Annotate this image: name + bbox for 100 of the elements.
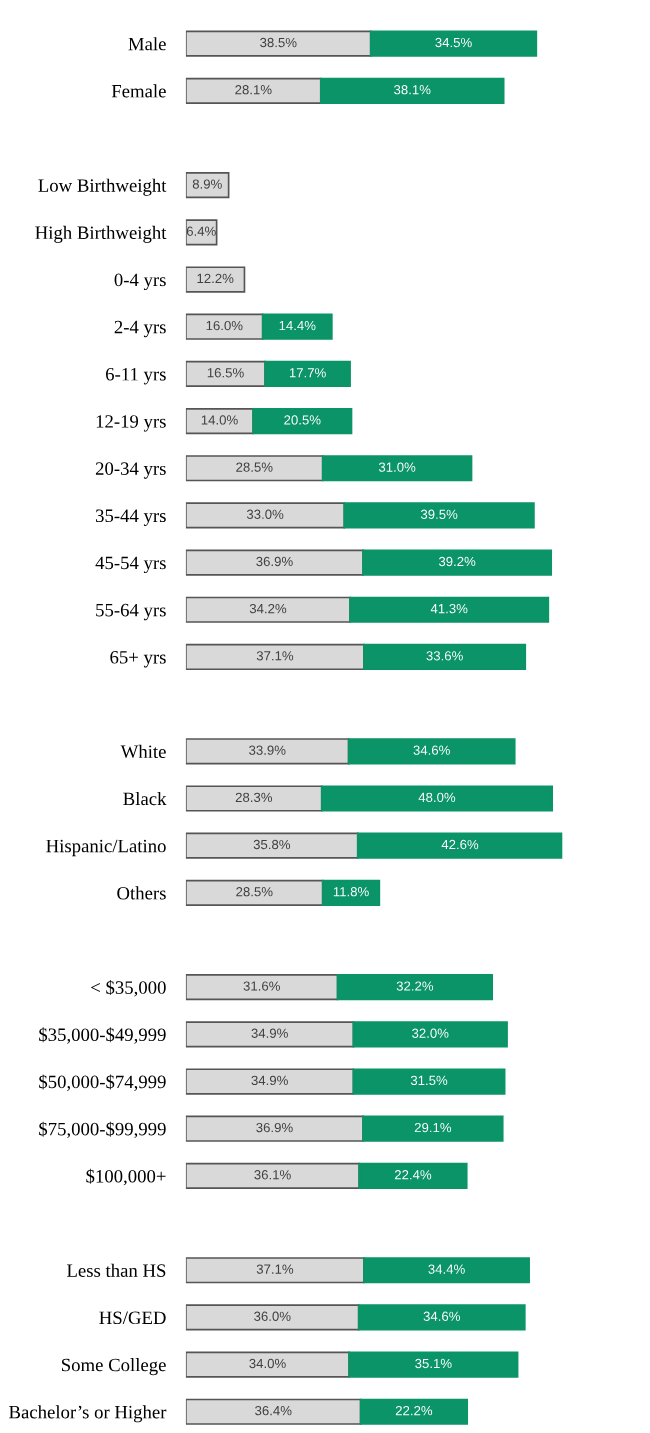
bar: [362, 1115, 504, 1142]
bar: [185, 974, 339, 1001]
data-label: 33.0%: [246, 509, 284, 519]
y-tick-label: 6-11 yrs: [105, 367, 166, 385]
data-label: 6.4%: [186, 226, 216, 236]
data-label: 34.9%: [251, 1075, 288, 1086]
data-label: 28.5%: [236, 887, 273, 897]
data-label: 32.0%: [412, 1028, 449, 1038]
data-label: 35.8%: [253, 839, 291, 850]
data-label: 12.2%: [197, 273, 234, 284]
bar: [185, 455, 324, 482]
data-label: 31.0%: [378, 462, 416, 472]
y-tick-label: Low Birthweight: [38, 178, 167, 196]
y-tick-label: 45-54 yrs: [95, 556, 166, 574]
y-tick-label: 2-4 yrs: [114, 320, 166, 338]
bar: [363, 643, 527, 671]
bar: [252, 407, 353, 435]
y-tick-label: White: [120, 744, 166, 759]
data-label: 33.6%: [426, 651, 463, 661]
bar: [185, 643, 365, 671]
bar: [185, 502, 346, 529]
data-label: 34.0%: [249, 1358, 286, 1369]
data-label: 14.4%: [279, 320, 316, 331]
bar: [185, 596, 351, 623]
y-tick-label: Less than HS: [67, 1263, 166, 1277]
bar: [320, 785, 554, 812]
data-label: 20.5%: [284, 415, 321, 425]
y-tick-label: Bachelor’s or Higher: [9, 1405, 167, 1423]
data-label: 14.0%: [201, 415, 238, 425]
data-label: 36.0%: [254, 1311, 291, 1321]
y-tick-label: HS/GED: [99, 1311, 166, 1325]
data-label: 32.2%: [396, 981, 434, 991]
data-label: 39.2%: [438, 556, 476, 567]
data-label: 34.6%: [413, 745, 450, 755]
data-label: 36.9%: [256, 556, 293, 567]
y-tick-label: 65+ yrs: [110, 651, 166, 668]
bar: [185, 1162, 361, 1189]
bar: [185, 266, 246, 293]
data-label: 22.2%: [395, 1405, 433, 1416]
data-label: 28.3%: [235, 792, 273, 803]
bar: [185, 1304, 360, 1331]
bar: [185, 360, 266, 387]
bar: [185, 30, 372, 57]
bar: [352, 1021, 508, 1048]
data-label: 42.6%: [441, 839, 479, 850]
y-tick-label: Some College: [61, 1358, 166, 1376]
bar: [185, 879, 324, 906]
data-label: 37.1%: [256, 1264, 294, 1274]
y-tick-label: $50,000-$74,999: [39, 1074, 166, 1091]
bar: [264, 360, 351, 387]
bar: [359, 1398, 469, 1425]
bar: [185, 1068, 355, 1095]
data-label: 22.4%: [394, 1170, 432, 1180]
bar: [343, 502, 535, 529]
bar: [321, 879, 381, 906]
data-label: 34.5%: [435, 37, 472, 48]
bar: [185, 1115, 364, 1142]
data-label: 33.9%: [249, 745, 286, 755]
data-label: 28.1%: [235, 85, 272, 95]
data-label: 34.6%: [423, 1311, 460, 1321]
bar: [185, 1021, 355, 1048]
data-label: 34.2%: [249, 603, 287, 614]
bar: [349, 596, 550, 623]
y-tick-label: Hispanic/Latino: [46, 839, 166, 857]
bar: [358, 1162, 468, 1189]
y-tick-label: 0-4 yrs: [114, 273, 166, 291]
bar: [185, 832, 359, 859]
data-label: 29.1%: [414, 1122, 452, 1133]
data-label: 16.0%: [206, 320, 243, 331]
bar: [185, 1257, 365, 1284]
bar: [348, 1351, 519, 1378]
y-tick-label: < $35,000: [91, 980, 166, 997]
bar: [356, 832, 563, 859]
y-tick-label: Others: [117, 886, 166, 900]
y-tick-label: High Birthweight: [35, 225, 167, 243]
bar: [352, 1068, 506, 1095]
bar: [321, 455, 473, 482]
bar: [369, 30, 538, 57]
y-tick-label: $35,000-$49,999: [39, 1027, 166, 1044]
bar: [185, 77, 322, 104]
data-label: 36.1%: [254, 1170, 291, 1180]
data-label: 28.5%: [236, 462, 273, 472]
y-tick-label: 55-64 yrs: [96, 603, 166, 621]
y-tick-label: 12-19 yrs: [96, 415, 166, 432]
bar: [185, 313, 264, 340]
y-tick-label: $75,000-$99,999: [39, 1121, 166, 1139]
data-label: 41.3%: [430, 603, 468, 614]
data-label: 38.5%: [260, 37, 297, 48]
y-tick-label: $100,000+: [86, 1168, 166, 1186]
data-label: 36.9%: [256, 1122, 293, 1133]
y-tick-label: 35-44 yrs: [96, 509, 166, 526]
bar: [362, 549, 553, 576]
data-label: 37.1%: [256, 651, 294, 661]
y-tick-label: Male: [128, 37, 166, 51]
data-label: 16.5%: [207, 368, 244, 378]
data-label: 31.5%: [410, 1075, 448, 1086]
data-label: 34.9%: [251, 1028, 288, 1038]
bar: [363, 1257, 530, 1284]
data-label: 8.9%: [192, 179, 222, 189]
data-label: 31.6%: [243, 981, 280, 991]
